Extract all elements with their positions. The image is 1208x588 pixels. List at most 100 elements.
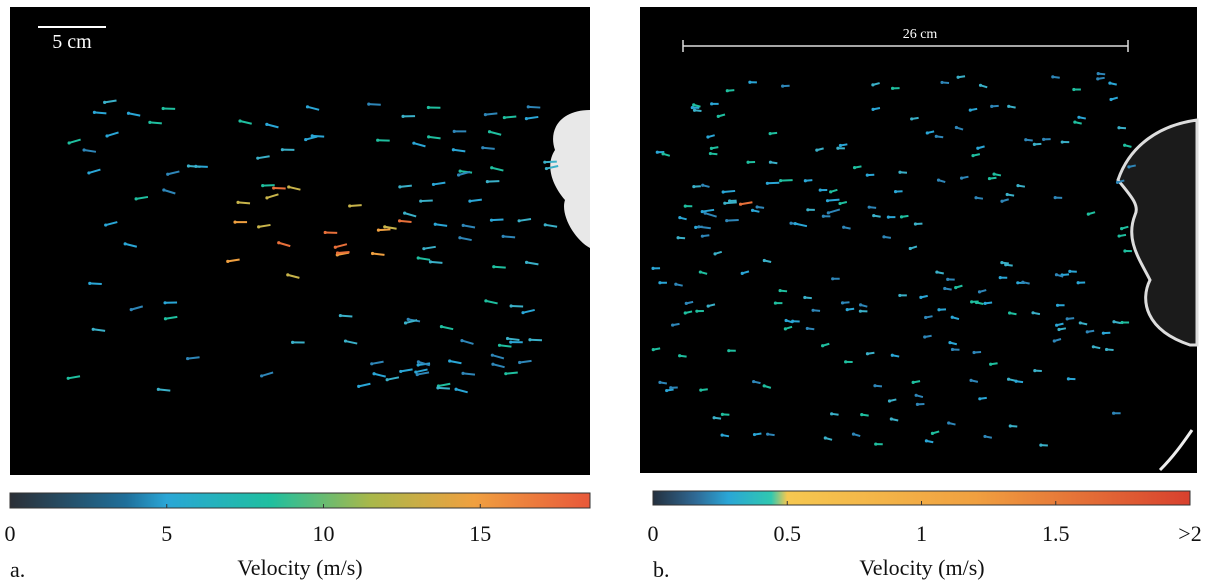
arrow-head bbox=[233, 221, 236, 224]
arrow bbox=[94, 112, 106, 113]
arrow-head bbox=[130, 308, 133, 311]
arrow-head bbox=[105, 134, 108, 137]
tick-label: 1 bbox=[916, 521, 927, 546]
arrow-head bbox=[948, 341, 951, 344]
arrow-head bbox=[674, 283, 677, 286]
arrow-head bbox=[900, 215, 903, 218]
arrow-head bbox=[1112, 320, 1115, 323]
arrow-head bbox=[947, 421, 950, 424]
arrow-head bbox=[824, 436, 827, 439]
arrow-head bbox=[915, 394, 918, 397]
arrow bbox=[400, 221, 412, 222]
arrow-head bbox=[82, 148, 85, 151]
arrow-head bbox=[432, 183, 435, 186]
arrow bbox=[545, 162, 557, 163]
arrow-head bbox=[656, 151, 659, 154]
arrow-head bbox=[87, 171, 90, 174]
arrow-head bbox=[454, 388, 457, 391]
arrow-head bbox=[1068, 270, 1071, 273]
arrow-head bbox=[1031, 311, 1034, 314]
arrow-head bbox=[187, 164, 190, 167]
arrow-head bbox=[969, 379, 972, 382]
arrow-head bbox=[277, 241, 280, 244]
arrow-head bbox=[291, 341, 294, 344]
arrow-head bbox=[910, 117, 913, 120]
arrow-head bbox=[701, 235, 704, 238]
arrow-head bbox=[946, 278, 949, 281]
arrow-head bbox=[490, 219, 493, 222]
arrow-head bbox=[372, 372, 375, 375]
arrow-head bbox=[713, 416, 716, 419]
arrow-head bbox=[281, 148, 284, 151]
arrow-head bbox=[257, 225, 260, 228]
arrow-head bbox=[357, 385, 360, 388]
arrow-head bbox=[684, 311, 687, 314]
arrow-head bbox=[678, 354, 681, 357]
arrow-head bbox=[984, 302, 987, 305]
arrow-head bbox=[1039, 444, 1042, 447]
arrow-head bbox=[806, 327, 809, 330]
arrow-head bbox=[815, 149, 818, 152]
arrow-head bbox=[746, 161, 749, 164]
arrow-head bbox=[457, 173, 460, 176]
arrow bbox=[530, 340, 542, 341]
arrow-head bbox=[1016, 184, 1019, 187]
arrow-head bbox=[1066, 317, 1069, 320]
arrow-head bbox=[960, 176, 963, 179]
arrow bbox=[238, 202, 250, 203]
arrow-head bbox=[370, 362, 373, 365]
arrow-head bbox=[135, 197, 138, 200]
arrow-head bbox=[887, 216, 890, 219]
arrow-head bbox=[871, 108, 874, 111]
arrow bbox=[188, 357, 200, 358]
arrow bbox=[503, 236, 515, 237]
panel-label: a. bbox=[10, 557, 25, 582]
arrow bbox=[494, 267, 506, 268]
arrow-head bbox=[860, 413, 863, 416]
arrow-head bbox=[694, 226, 697, 229]
arrow-head bbox=[882, 235, 885, 238]
arrow-head bbox=[1123, 144, 1126, 147]
arrow-head bbox=[978, 290, 981, 293]
arrow-head bbox=[481, 146, 484, 149]
arrow-head bbox=[157, 388, 160, 391]
arrow-head bbox=[348, 204, 351, 207]
arrow-head bbox=[779, 179, 782, 182]
arrow-head bbox=[398, 219, 401, 222]
arrow-head bbox=[866, 174, 869, 177]
arrow-head bbox=[692, 103, 695, 106]
arrow-head bbox=[440, 325, 443, 328]
arrow-head bbox=[334, 246, 337, 249]
arrow-head bbox=[804, 179, 807, 182]
arrow-head bbox=[721, 433, 724, 436]
arrow-head bbox=[891, 87, 894, 90]
arrow-head bbox=[914, 222, 917, 225]
arrow-head bbox=[999, 276, 1002, 279]
arrow-head bbox=[707, 304, 710, 307]
arrow-head bbox=[484, 299, 487, 302]
arrow-head bbox=[148, 121, 151, 124]
arrow-head bbox=[504, 372, 507, 375]
arrow-head bbox=[1000, 200, 1003, 203]
arrow-head bbox=[794, 222, 797, 225]
arrow-head bbox=[983, 435, 986, 438]
arrow bbox=[90, 283, 102, 284]
arrow-head bbox=[852, 433, 855, 436]
arrow-head bbox=[256, 157, 259, 160]
arrow-head bbox=[459, 170, 462, 173]
arrow-head bbox=[518, 219, 521, 222]
arrow-head bbox=[525, 261, 528, 264]
arrow bbox=[188, 166, 200, 167]
arrow-head bbox=[669, 386, 672, 389]
arrow-head bbox=[162, 107, 165, 110]
arrow-head bbox=[399, 370, 402, 373]
arrow-head bbox=[665, 389, 668, 392]
arrow-head bbox=[383, 225, 386, 228]
arrow-head bbox=[739, 203, 742, 206]
arrow-head bbox=[937, 308, 940, 311]
arrow-head bbox=[103, 101, 106, 104]
arrow-head bbox=[940, 81, 943, 84]
arrow bbox=[506, 373, 518, 374]
arrow-head bbox=[990, 105, 993, 108]
